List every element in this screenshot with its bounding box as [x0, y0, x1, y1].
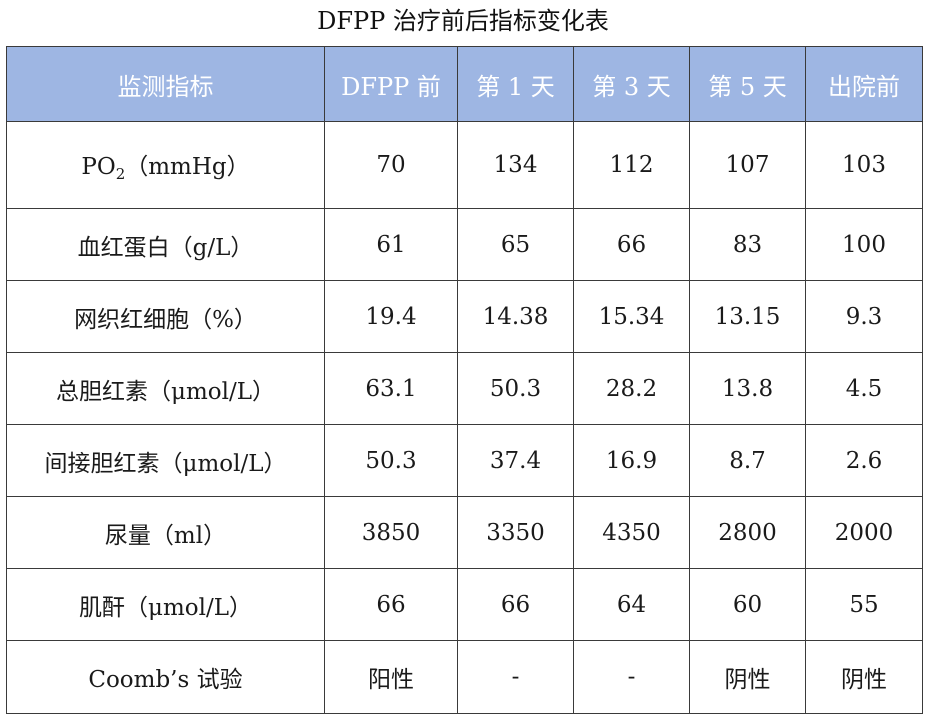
- table-cell: 50.3: [324, 424, 458, 497]
- table-cell: 19.4: [324, 280, 458, 353]
- table-row-indirect-bilirubin: 间接胆红素（μmol/L） 50.3 37.4 16.9 8.7 2.6: [6, 424, 923, 497]
- table-cell: 65: [457, 208, 574, 281]
- row-label-total-bilirubin: 总胆红素（μmol/L）: [6, 352, 325, 425]
- table-cell: 107: [689, 121, 806, 209]
- table-cell: 3850: [324, 496, 458, 569]
- header-day-3: 第 3 天: [573, 46, 690, 122]
- table-cell: 50.3: [457, 352, 574, 425]
- table-cell: 70: [324, 121, 458, 209]
- table-cell: 14.38: [457, 280, 574, 353]
- table-row-total-bilirubin: 总胆红素（μmol/L） 63.1 50.3 28.2 13.8 4.5: [6, 352, 923, 425]
- row-label-hemoglobin: 血红蛋白（g/L）: [6, 208, 325, 281]
- table-row-reticulocyte: 网织红细胞（%） 19.4 14.38 15.34 13.15 9.3: [6, 280, 923, 353]
- table-cell: -: [457, 640, 574, 714]
- table-cell: 13.8: [689, 352, 806, 425]
- table-cell: 83: [689, 208, 806, 281]
- header-indicator: 监测指标: [6, 46, 325, 122]
- table-cell: 103: [805, 121, 923, 209]
- table-cell: 28.2: [573, 352, 690, 425]
- header-before-dfpp: DFPP 前: [324, 46, 458, 122]
- table-cell: 阴性: [805, 640, 923, 714]
- indicator-table: 监测指标 DFPP 前 第 1 天 第 3 天 第 5 天 出院前 PO2（mm…: [6, 46, 923, 714]
- table-cell: 66: [573, 208, 690, 281]
- table-cell: 2000: [805, 496, 923, 569]
- table-cell: 37.4: [457, 424, 574, 497]
- table-cell: 2.6: [805, 424, 923, 497]
- table-cell: 60: [689, 568, 806, 641]
- row-label-urine-volume: 尿量（ml）: [6, 496, 325, 569]
- header-day-1: 第 1 天: [457, 46, 574, 122]
- table-row-creatinine: 肌酐（μmol/L） 66 66 64 60 55: [6, 568, 923, 641]
- table-cell: 2800: [689, 496, 806, 569]
- table-cell: 8.7: [689, 424, 806, 497]
- table-cell: 63.1: [324, 352, 458, 425]
- table-row-urine-volume: 尿量（ml） 3850 3350 4350 2800 2000: [6, 496, 923, 569]
- table-cell: 16.9: [573, 424, 690, 497]
- table-cell: 66: [457, 568, 574, 641]
- table-cell: 15.34: [573, 280, 690, 353]
- row-label-coombs-test: Coomb’s 试验: [6, 640, 325, 714]
- row-label-reticulocyte: 网织红细胞（%）: [6, 280, 325, 353]
- table-cell: 134: [457, 121, 574, 209]
- table-cell: 112: [573, 121, 690, 209]
- row-label-indirect-bilirubin: 间接胆红素（μmol/L）: [6, 424, 325, 497]
- table-row-hemoglobin: 血红蛋白（g/L） 61 65 66 83 100: [6, 208, 923, 281]
- table-cell: 61: [324, 208, 458, 281]
- table-cell: 100: [805, 208, 923, 281]
- table-cell: 4350: [573, 496, 690, 569]
- table-cell: 13.15: [689, 280, 806, 353]
- table-cell: 4.5: [805, 352, 923, 425]
- table-cell: 64: [573, 568, 690, 641]
- table-cell: 55: [805, 568, 923, 641]
- table-row-po2: PO2（mmHg） 70 134 112 107 103: [6, 121, 923, 209]
- table-cell: 66: [324, 568, 458, 641]
- header-row: 监测指标 DFPP 前 第 1 天 第 3 天 第 5 天 出院前: [6, 46, 923, 122]
- header-before-discharge: 出院前: [805, 46, 923, 122]
- table-cell: -: [573, 640, 690, 714]
- row-label-po2: PO2（mmHg）: [6, 121, 325, 209]
- table-cell: 阴性: [689, 640, 806, 714]
- table-cell: 阳性: [324, 640, 458, 714]
- table-row-coombs-test: Coomb’s 试验 阳性 - - 阴性 阴性: [6, 640, 923, 714]
- header-day-5: 第 5 天: [689, 46, 806, 122]
- table-cell: 3350: [457, 496, 574, 569]
- table-title: DFPP 治疗前后指标变化表: [317, 7, 609, 35]
- row-label-creatinine: 肌酐（μmol/L）: [6, 568, 325, 641]
- table-cell: 9.3: [805, 280, 923, 353]
